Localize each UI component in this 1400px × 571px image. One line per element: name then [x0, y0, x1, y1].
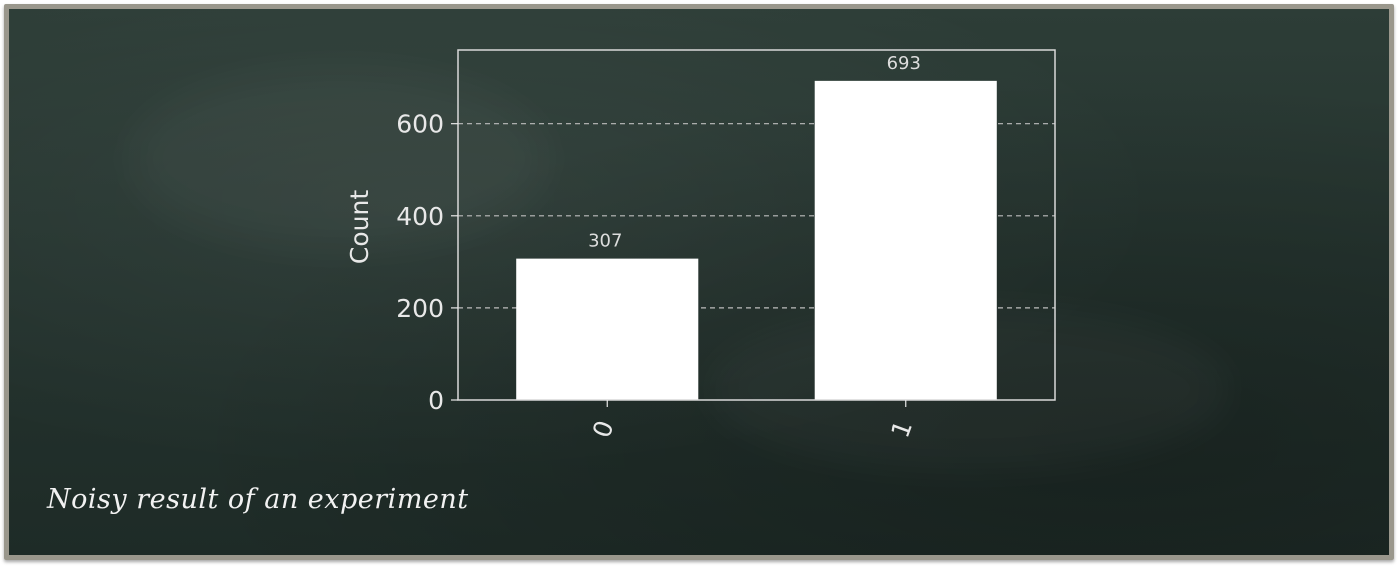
data-labels: 307 693: [588, 53, 921, 252]
y-tick-label: 200: [396, 294, 444, 323]
bars: [516, 80, 997, 401]
bar-0: [516, 258, 699, 400]
y-tick-label: 0: [428, 386, 444, 415]
data-label: 307: [588, 231, 622, 252]
x-tick-label: 1: [885, 417, 918, 442]
x-tick-label: 0: [587, 417, 620, 442]
y-tick-label: 400: [396, 202, 444, 231]
chalkboard-background: [4, 4, 1394, 560]
figure-caption: Noisy result of an experiment: [47, 484, 469, 515]
plot-area-frame: [457, 49, 1056, 401]
y-tick-label: 600: [396, 110, 444, 139]
y-axis-label: Count: [345, 190, 374, 264]
data-label: 693: [887, 53, 921, 74]
bar-1: [814, 80, 997, 401]
y-axis-ticks: 0 200 400 600: [396, 110, 458, 415]
